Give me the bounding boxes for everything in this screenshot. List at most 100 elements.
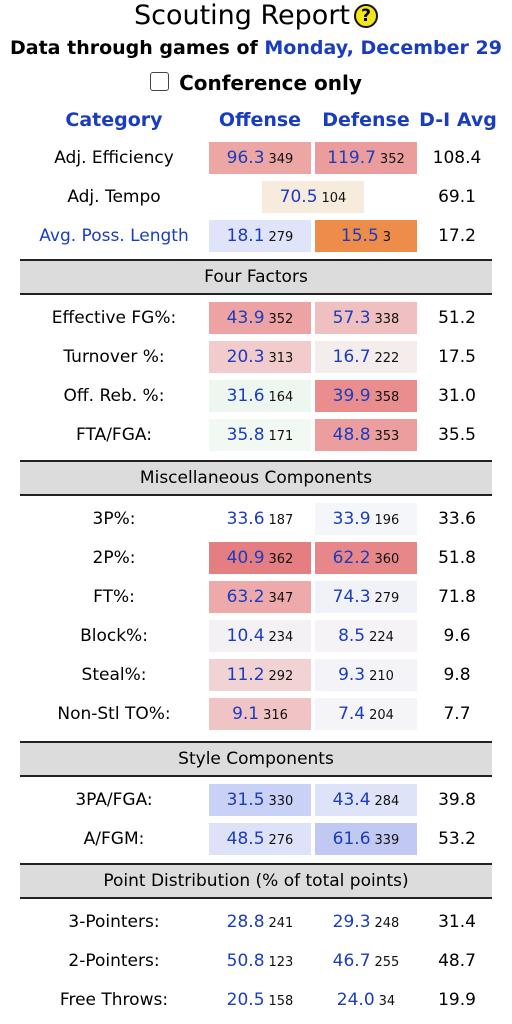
- stat-value: 62.2: [332, 548, 371, 568]
- stat-value: 39.9: [332, 386, 371, 406]
- stat-label: Adj. Tempo: [67, 187, 161, 207]
- stat-row: 2P%: 40.9 362 62.2 360 51.8: [0, 540, 512, 576]
- stat-value: 28.8: [226, 912, 265, 932]
- stat-row: Non-Stl TO%: 9.1 316 7.4 204 7.7: [0, 696, 512, 732]
- stat-label: 3P%:: [92, 509, 136, 529]
- stat-rank: 210: [369, 669, 394, 684]
- stat-value: 61.6: [332, 829, 371, 849]
- stat-value: 96.3: [226, 148, 265, 168]
- stat-rank: 316: [263, 708, 288, 723]
- stat-label: FT%:: [93, 587, 135, 607]
- defense-cell: 43.4 284: [315, 784, 417, 816]
- data-date-line: Data through games of Monday, December 2…: [0, 36, 512, 60]
- stat-value: 50.8: [226, 951, 265, 971]
- stat-row: Avg. Poss. Length 18.1 279 15.5 3 17.2: [0, 218, 512, 254]
- di-avg-value: 51.2: [438, 308, 476, 328]
- defense-cell: 9.3 210: [315, 659, 417, 691]
- stat-rank: 123: [268, 955, 294, 970]
- stat-value: 119.7: [327, 148, 376, 168]
- offense-cell: 31.6 164: [209, 380, 311, 412]
- stat-label: Adj. Efficiency: [54, 148, 174, 168]
- stat-value: 57.3: [332, 308, 371, 328]
- help-icon[interactable]: ?: [354, 4, 379, 28]
- defense-cell: 7.4 204: [315, 698, 417, 730]
- data-date-prefix: Data through games of: [10, 37, 265, 59]
- di-avg-value: 108.4: [432, 148, 482, 168]
- stat-value: 74.3: [332, 587, 371, 607]
- stat-rank: 360: [374, 552, 400, 567]
- stat-rank: 255: [374, 955, 400, 970]
- page-title: Scouting Report: [133, 0, 351, 31]
- stat-rank: 171: [268, 429, 294, 444]
- di-avg-value: 17.5: [438, 347, 476, 367]
- stat-value: 35.8: [226, 425, 265, 445]
- offense-cell: 33.6 187: [209, 503, 311, 535]
- stat-label: A/FGM:: [83, 829, 145, 849]
- column-header-defense[interactable]: Defense: [322, 109, 410, 131]
- di-avg-value: 33.6: [438, 509, 476, 529]
- offense-cell: 20.3 313: [209, 341, 311, 373]
- stat-rank: 358: [374, 390, 400, 405]
- di-avg-value: 69.1: [438, 187, 476, 207]
- stat-value: 33.9: [332, 509, 371, 529]
- stat-label: Free Throws:: [59, 990, 169, 1010]
- conference-only-label: Conference only: [179, 71, 362, 95]
- offense-cell: 63.2 347: [209, 581, 311, 613]
- offense-cell: 10.4 234: [209, 620, 311, 652]
- column-header-category[interactable]: Category: [65, 109, 163, 131]
- stat-rank: 353: [374, 429, 400, 444]
- stat-row: 3PA/FGA: 31.5 330 43.4 284 39.8: [0, 782, 512, 818]
- stat-value: 9.3: [338, 665, 366, 685]
- defense-cell: 29.3 248: [315, 906, 417, 938]
- stat-row: A/FGM: 48.5 276 61.6 339 53.2: [0, 821, 512, 857]
- offense-cell: 35.8 171: [209, 419, 311, 451]
- stat-rank: 292: [268, 669, 294, 684]
- di-avg-value: 35.5: [438, 425, 476, 445]
- stat-rank: 34: [378, 994, 396, 1009]
- offense-cell: 9.1 316: [209, 698, 311, 730]
- stat-value: 29.3: [332, 912, 371, 932]
- offense-cell: 18.1 279: [209, 220, 311, 252]
- stat-rank: 196: [374, 513, 400, 528]
- stat-rank: 339: [374, 833, 400, 848]
- stat-rank: 279: [268, 230, 294, 245]
- stat-rank: 349: [268, 152, 294, 167]
- defense-cell: 46.7 255: [315, 945, 417, 977]
- data-date-link[interactable]: Monday, December 29: [264, 37, 502, 59]
- stat-row: Adj. Tempo 70.5 104 69.1: [0, 179, 512, 215]
- offense-cell: 31.5 330: [209, 784, 311, 816]
- column-header-offense[interactable]: Offense: [218, 109, 302, 131]
- column-header-di-avg[interactable]: D-I Avg: [419, 109, 497, 131]
- stat-rank: 352: [268, 312, 294, 327]
- defense-cell: 15.5 3: [315, 220, 417, 252]
- stat-value: 43.4: [332, 790, 371, 810]
- stat-rank: 338: [374, 312, 400, 327]
- stat-value: 11.2: [226, 665, 265, 685]
- offense-cell: 50.8 123: [209, 945, 311, 977]
- section-header: Point Distribution (% of total points): [20, 863, 492, 899]
- conference-only-checkbox[interactable]: [150, 72, 170, 91]
- stat-value: 33.6: [226, 509, 265, 529]
- stat-label[interactable]: Avg. Poss. Length: [39, 226, 189, 246]
- stat-value: 40.9: [226, 548, 265, 568]
- defense-cell: 39.9 358: [315, 380, 417, 412]
- stat-rank: 234: [268, 630, 294, 645]
- stat-rank: 204: [369, 708, 394, 723]
- defense-cell: 74.3 279: [315, 581, 417, 613]
- defense-cell: 62.2 360: [315, 542, 417, 574]
- defense-cell: 33.9 196: [315, 503, 417, 535]
- stat-value: 7.4: [338, 704, 366, 724]
- stat-rank: 284: [374, 794, 400, 809]
- stat-value: 43.9: [226, 308, 265, 328]
- stat-label: FTA/FGA:: [76, 425, 152, 445]
- section-header: Four Factors: [20, 259, 492, 295]
- stat-rank: 104: [321, 191, 347, 206]
- stat-label: 3-Pointers:: [68, 912, 160, 932]
- defense-cell: 57.3 338: [315, 302, 417, 334]
- stat-row: Adj. Efficiency 96.3 349 119.7 352 108.4: [0, 140, 512, 176]
- stat-value: 63.2: [226, 587, 265, 607]
- stat-rank: 347: [268, 591, 294, 606]
- offense-cell: 96.3 349: [209, 142, 311, 174]
- conference-only-toggle[interactable]: Conference only: [0, 70, 512, 96]
- stat-row: Block%: 10.4 234 8.5 224 9.6: [0, 618, 512, 654]
